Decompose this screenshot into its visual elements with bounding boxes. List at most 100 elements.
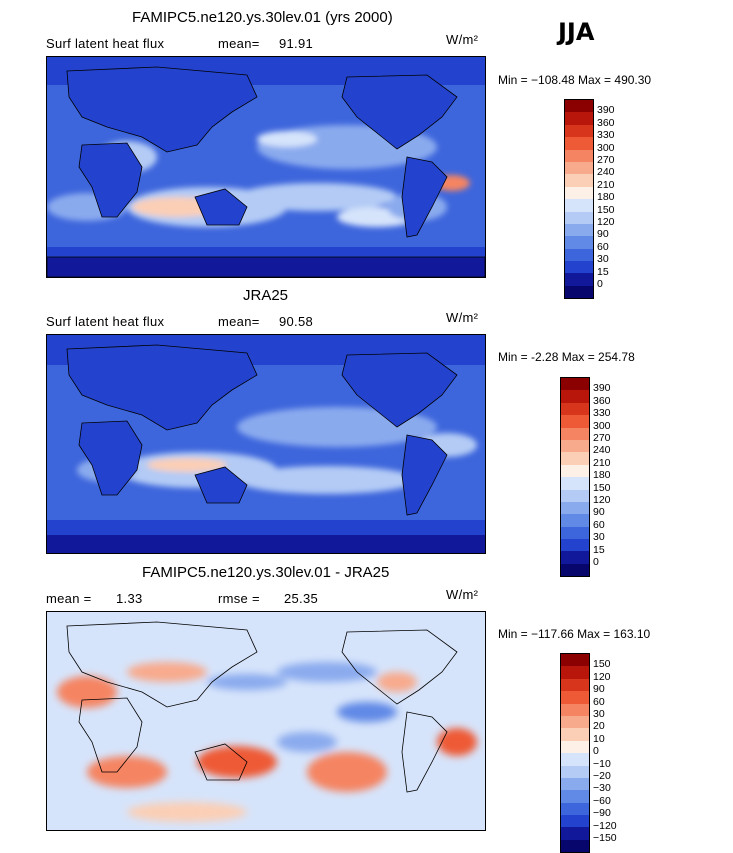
panel-title: FAMIPC5.ne120.ys.30lev.01 (yrs 2000) bbox=[132, 9, 393, 26]
colorbar-tick-label: −90 bbox=[593, 807, 611, 820]
colorbar-tick-label: 0 bbox=[597, 278, 603, 290]
colorbar-swatch bbox=[561, 514, 589, 527]
colorbar-tick-label: −10 bbox=[593, 757, 611, 770]
colorbar-tick-label: 30 bbox=[593, 708, 605, 720]
colorbar-tick-label: −120 bbox=[593, 819, 617, 832]
colorbar-swatch bbox=[565, 199, 593, 212]
units-label: W/m² bbox=[446, 32, 479, 47]
colorbar-swatch bbox=[565, 161, 593, 175]
mean-label: mean= bbox=[218, 36, 260, 51]
world-map-obs bbox=[46, 334, 486, 554]
colorbar-swatch bbox=[561, 740, 589, 754]
season-label: JJA bbox=[558, 18, 595, 46]
colorbar-swatch bbox=[561, 415, 589, 428]
colorbar-swatch bbox=[561, 563, 589, 577]
colorbar-tick-label: 150 bbox=[597, 203, 615, 216]
panel-title: JRA25 bbox=[243, 287, 289, 304]
colorbar-tick-label: 210 bbox=[593, 456, 611, 469]
variable-label: Surf latent heat flux bbox=[46, 36, 165, 51]
colorbar-swatch bbox=[565, 124, 593, 138]
world-map-diff bbox=[46, 611, 486, 831]
rmse-value: 25.35 bbox=[284, 591, 319, 606]
colorbar-swatch bbox=[561, 728, 589, 741]
colorbar-tick-label: 270 bbox=[597, 154, 615, 166]
colorbar-tick-label: 30 bbox=[593, 531, 605, 544]
colorbar-tick-label: 20 bbox=[593, 720, 605, 733]
colorbar-swatch bbox=[561, 790, 589, 803]
colorbar-swatch bbox=[565, 100, 593, 113]
colorbar-tick-label: 330 bbox=[597, 129, 615, 142]
mean-value: 1.33 bbox=[116, 591, 143, 606]
colorbar-swatch bbox=[561, 390, 589, 403]
colorbar-swatch bbox=[565, 174, 593, 187]
min-max-label: Min = -2.28 Max = 254.78 bbox=[498, 350, 635, 364]
colorbar-swatch bbox=[561, 477, 589, 490]
colorbar-tick-label: 30 bbox=[597, 253, 609, 266]
mean-value: 90.58 bbox=[279, 314, 314, 329]
colorbar-swatch bbox=[561, 827, 589, 840]
colorbar-swatch bbox=[561, 815, 589, 828]
colorbar-tick-label: 300 bbox=[593, 419, 611, 432]
mean-label: mean= bbox=[218, 314, 260, 329]
colorbar-swatch bbox=[561, 439, 589, 453]
colorbar-swatch bbox=[565, 149, 593, 162]
panel-title: FAMIPC5.ne120.ys.30lev.01 - JRA25 bbox=[142, 564, 390, 581]
mean-value: 91.91 bbox=[279, 36, 314, 51]
mean-label: mean = bbox=[46, 591, 92, 606]
colorbar-swatch bbox=[561, 678, 589, 692]
colorbar-tick-label: 150 bbox=[593, 481, 611, 494]
colorbar-swatch bbox=[561, 501, 589, 515]
colorbar-tick-label: 0 bbox=[593, 556, 599, 568]
colorbar-tick-label: 360 bbox=[597, 116, 615, 129]
colorbar-tick-label: 240 bbox=[593, 444, 611, 457]
colorbar-obs bbox=[560, 377, 590, 578]
colorbar-swatch bbox=[561, 539, 589, 552]
colorbar-tick-label: 120 bbox=[593, 494, 611, 506]
colorbar-swatch bbox=[561, 427, 589, 440]
colorbar-tick-label: −30 bbox=[593, 782, 611, 795]
colorbar-swatch bbox=[565, 236, 593, 249]
units-label: W/m² bbox=[446, 587, 479, 602]
colorbar-tick-label: 360 bbox=[593, 394, 611, 407]
colorbar-tick-label: 270 bbox=[593, 432, 611, 444]
colorbar-swatch bbox=[565, 248, 593, 262]
colorbar-swatch bbox=[565, 261, 593, 274]
colorbar-swatch bbox=[561, 402, 589, 416]
colorbar-swatch bbox=[565, 112, 593, 125]
colorbar-swatch bbox=[561, 753, 589, 766]
colorbar-tick-label: −20 bbox=[593, 770, 611, 782]
colorbar-swatch bbox=[561, 654, 589, 667]
colorbar-tick-label: 90 bbox=[593, 506, 605, 519]
colorbar-swatch bbox=[561, 452, 589, 465]
colorbar-swatch bbox=[565, 186, 593, 200]
colorbar-swatch bbox=[561, 715, 589, 729]
rmse-label: rmse = bbox=[218, 591, 260, 606]
colorbar-swatch bbox=[561, 777, 589, 791]
min-max-label: Min = −108.48 Max = 490.30 bbox=[498, 73, 652, 87]
colorbar-swatch bbox=[565, 273, 593, 286]
colorbar-swatch bbox=[565, 223, 593, 237]
colorbar-swatch bbox=[561, 526, 589, 540]
colorbar-swatch bbox=[561, 464, 589, 478]
colorbar-swatch bbox=[561, 691, 589, 704]
colorbar-tick-label: 15 bbox=[593, 543, 605, 556]
colorbar-tick-label: 60 bbox=[593, 518, 605, 531]
colorbar-swatch bbox=[565, 211, 593, 224]
colorbar-tick-label: −150 bbox=[593, 832, 617, 844]
colorbar-tick-label: 180 bbox=[597, 191, 615, 204]
colorbar-swatch bbox=[561, 802, 589, 816]
colorbar-tick-label: 180 bbox=[593, 469, 611, 482]
colorbar-tick-label: 90 bbox=[597, 228, 609, 241]
colorbar-tick-label: 210 bbox=[597, 178, 615, 191]
colorbar-swatch bbox=[561, 666, 589, 679]
colorbar-tick-label: 60 bbox=[593, 695, 605, 708]
min-max-label: Min = −117.66 Max = 163.10 bbox=[498, 627, 651, 641]
colorbar-swatch bbox=[565, 285, 593, 299]
colorbar-tick-label: 300 bbox=[597, 141, 615, 154]
colorbar-tick-label: 390 bbox=[597, 104, 615, 117]
colorbar-tick-label: 120 bbox=[597, 216, 615, 228]
colorbar-tick-label: 120 bbox=[593, 670, 611, 683]
colorbar-tick-label: 90 bbox=[593, 683, 605, 696]
colorbar-swatch bbox=[561, 489, 589, 502]
colorbar-tick-label: 0 bbox=[593, 745, 599, 758]
